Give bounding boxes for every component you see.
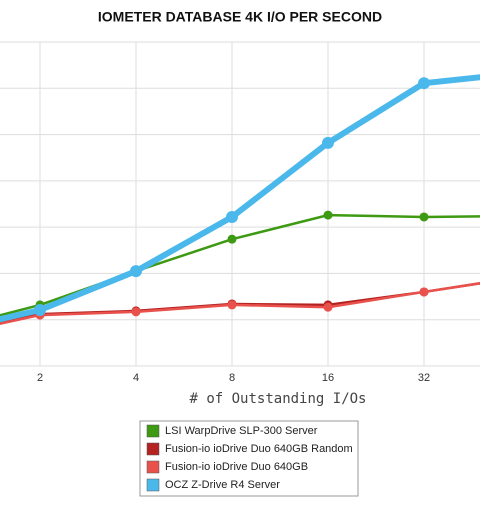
chart-title: IOMETER DATABASE 4K I/O PER SECOND: [98, 9, 382, 25]
data-point: [227, 300, 237, 310]
x-tick-label: 2: [37, 372, 43, 384]
x-tick-label: 32: [418, 372, 430, 384]
x-tick-label: 8: [229, 372, 235, 384]
legend-label: OCZ Z-Drive R4 Server: [165, 479, 280, 491]
plot: [0, 74, 480, 326]
grid: 2 4 8 16 32: [0, 41, 480, 384]
legend-swatch: [146, 478, 160, 492]
legend-swatch: [146, 424, 160, 438]
data-point: [419, 287, 429, 297]
x-tick-label: 16: [322, 372, 334, 384]
legend-label: Fusion-io ioDrive Duo 640GB Random: [165, 443, 353, 455]
legend-label: LSI WarpDrive SLP-300 Server: [165, 425, 318, 437]
legend-box: [139, 420, 359, 497]
data-point: [227, 234, 237, 244]
series-line: [0, 282, 480, 326]
data-point: [322, 136, 334, 149]
legend-label: Fusion-io ioDrive Duo 640GB: [165, 461, 308, 473]
x-axis-title: # of Outstanding I/Os: [189, 391, 366, 407]
legend-swatch: [146, 460, 160, 474]
data-point: [323, 302, 333, 312]
data-point: [131, 307, 141, 317]
legend-swatch: [146, 442, 160, 456]
data-point: [226, 210, 238, 223]
x-tick-label: 4: [133, 372, 139, 384]
data-point: [130, 265, 142, 278]
data-point: [418, 77, 430, 90]
data-point: [323, 210, 333, 220]
data-point: [34, 303, 46, 316]
legend: LSI WarpDrive SLP-300 Server Fusion-io io…: [146, 424, 353, 492]
data-point: [419, 212, 429, 222]
